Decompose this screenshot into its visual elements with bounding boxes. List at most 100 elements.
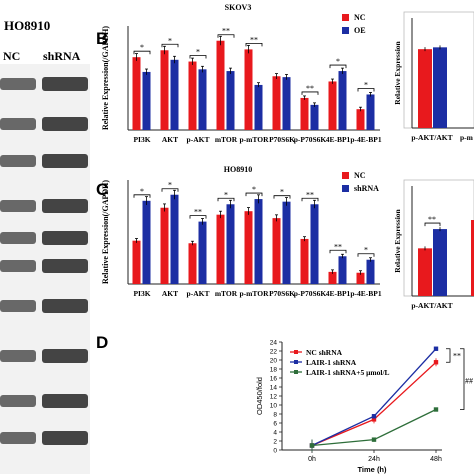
significance-bracket xyxy=(161,188,179,192)
blot-band-nc xyxy=(0,432,36,444)
bar xyxy=(226,71,235,130)
bar xyxy=(254,199,263,284)
x-tick-label: p-AKT/AKT xyxy=(411,133,452,142)
significance-bracket xyxy=(329,64,347,69)
blot-band-nc xyxy=(0,232,36,244)
x-axis-label: Time (h) xyxy=(357,465,387,474)
significance-bracket xyxy=(301,91,319,95)
bar xyxy=(170,59,179,130)
significance-label: * xyxy=(336,57,340,66)
y-tick-label: 22 xyxy=(270,349,278,356)
legend-label: OE xyxy=(354,26,366,35)
legend-label: LAIR-1 shRNA xyxy=(306,358,357,367)
significance-label: ** xyxy=(306,84,314,93)
blot-band-shrna xyxy=(42,154,88,168)
bar xyxy=(356,272,365,284)
bar xyxy=(160,207,169,284)
blot-band-shrna xyxy=(42,259,88,273)
blot-band-nc xyxy=(0,260,36,272)
bar xyxy=(160,50,169,131)
bar xyxy=(244,49,253,130)
bar xyxy=(170,194,179,284)
bar xyxy=(356,109,365,130)
x-tick-label: p-AKT xyxy=(187,289,210,298)
legend-marker xyxy=(294,360,298,364)
data-point xyxy=(309,443,315,448)
x-tick-label: 48h xyxy=(430,456,442,463)
blot-band-shrna xyxy=(42,299,88,313)
bar xyxy=(244,211,253,284)
bar xyxy=(198,221,207,284)
bar xyxy=(433,47,447,129)
significance-bracket xyxy=(217,197,235,202)
chart-b-right-ratio: Relative Expression p-AKT/AKT p-m xyxy=(393,11,474,142)
x-tick-label: p-AKT/AKT xyxy=(411,301,452,310)
bar xyxy=(300,238,309,284)
x-tick-label-partial: p-m xyxy=(460,133,474,142)
blot-band-shrna xyxy=(42,117,88,131)
data-point xyxy=(433,346,439,351)
significance-label: ## xyxy=(465,376,473,385)
legend-label: NC shRNA xyxy=(306,348,343,357)
y-tick-label: 24 xyxy=(270,340,278,347)
bar xyxy=(418,49,432,128)
significance-bracket xyxy=(217,34,235,38)
data-point xyxy=(433,360,439,365)
data-point xyxy=(433,407,439,412)
blot-band-nc xyxy=(0,200,36,212)
significance-label: * xyxy=(364,80,368,89)
significance-label: ** xyxy=(250,35,258,44)
chart-title: HO8910 xyxy=(224,165,252,174)
bar xyxy=(338,71,347,130)
significance-bracket xyxy=(357,253,375,257)
bar xyxy=(418,248,432,296)
bar xyxy=(366,259,375,284)
x-tick-label: p-mTOR xyxy=(239,135,269,144)
significance-label: ** xyxy=(453,352,461,361)
significance-bracket xyxy=(133,50,151,55)
blot-lane-nc-label: NC xyxy=(3,49,20,63)
y-tick-label: 20 xyxy=(270,358,278,365)
significance-label: * xyxy=(168,181,172,190)
bar xyxy=(366,94,375,130)
x-tick-label: PI3K xyxy=(133,289,150,298)
bar xyxy=(254,84,263,130)
y-axis-label: Relative Expression xyxy=(393,208,402,272)
bar xyxy=(300,97,309,130)
x-tick-label: P70S6K xyxy=(269,135,295,144)
significance-label: ** xyxy=(428,215,436,224)
bar xyxy=(132,57,141,131)
y-axis-label: Relative Expression xyxy=(393,40,402,104)
y-tick-label: 12 xyxy=(270,394,278,401)
x-tick-label: p-AKT xyxy=(187,135,210,144)
blot-band-nc xyxy=(0,118,36,130)
significance-label: * xyxy=(280,188,284,197)
significance-label: ** xyxy=(306,190,314,199)
blot-band-nc xyxy=(0,300,36,312)
y-axis-label: Relative Expression(/GAPDH) xyxy=(101,180,110,284)
legend-label: LAIR-1 shRNA+5 μmol/L xyxy=(306,368,390,377)
data-point xyxy=(371,414,377,419)
significance-label: * xyxy=(140,43,144,52)
significance-label: ** xyxy=(194,208,202,217)
bar xyxy=(433,229,447,296)
bar xyxy=(272,76,281,130)
significance-bracket xyxy=(245,192,263,197)
x-tick-label: p-P70S6K xyxy=(294,135,327,144)
blot-band-shrna xyxy=(42,231,88,245)
bar xyxy=(310,204,319,284)
x-tick-label: p-mTOR xyxy=(239,289,269,298)
blot-lane-shrna-label: shRNA xyxy=(43,49,81,63)
panel-letter-b: B xyxy=(96,29,108,48)
bar xyxy=(272,218,281,284)
y-tick-label: 8 xyxy=(273,412,277,419)
bar xyxy=(216,40,225,130)
significance-label: * xyxy=(224,190,228,199)
legend-swatch xyxy=(342,27,349,34)
chart-c-ho8910: Relative Expression(/GAPDH) PI3K * AKT * p-AK… xyxy=(101,165,382,298)
y-tick-label: 14 xyxy=(270,385,278,392)
bar xyxy=(338,256,347,284)
bar xyxy=(142,200,151,284)
y-tick-label: 4 xyxy=(273,430,277,437)
